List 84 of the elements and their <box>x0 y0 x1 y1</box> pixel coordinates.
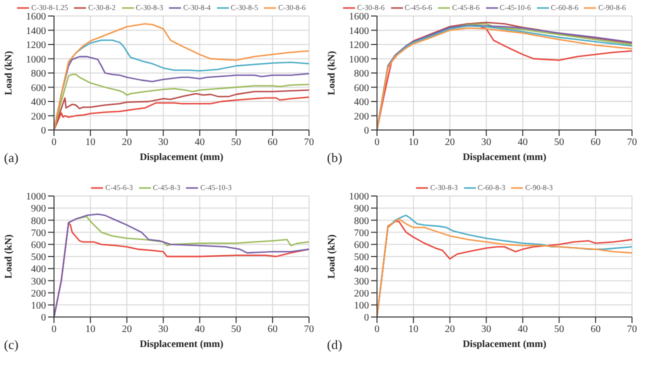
y-tick-label: 200 <box>354 288 369 300</box>
x-tick-label: 50 <box>554 137 564 148</box>
y-tick-label: 600 <box>31 82 46 94</box>
y-tick-label: 0 <box>41 126 46 137</box>
x-tick-label: 10 <box>85 137 96 148</box>
y-tick-label: 1000 <box>26 192 46 203</box>
y-tick-label: 300 <box>354 276 369 288</box>
y-tick-label: 900 <box>31 204 46 215</box>
y-tick-label: 1000 <box>349 54 369 66</box>
x-tick-label: 60 <box>268 137 278 148</box>
x-tick-label: 40 <box>518 324 528 336</box>
x-tick-label: 0 <box>374 324 380 336</box>
x-tick-label: 0 <box>52 137 56 148</box>
y-tick-label: 800 <box>354 216 369 227</box>
x-tick-label: 70 <box>627 137 637 148</box>
x-tick-label: 20 <box>444 324 455 336</box>
text: (b) <box>327 150 342 166</box>
y-tick-label: 700 <box>354 228 369 239</box>
x-tick-label: 10 <box>85 324 96 336</box>
x-axis-title: Displacement (mm) <box>140 339 224 350</box>
y-tick-label: 0 <box>364 312 369 324</box>
x-tick-label: 70 <box>304 324 314 336</box>
y-axis-title: Load (kN) <box>4 50 15 96</box>
y-tick-label: 1200 <box>26 40 46 52</box>
y-tick-label: 600 <box>31 240 46 251</box>
x-tick-label: 0 <box>374 137 380 148</box>
x-tick-label: 40 <box>518 137 528 148</box>
text: (a) <box>4 150 18 166</box>
y-tick-label: 400 <box>354 97 369 108</box>
y-tick-label: 100 <box>31 300 46 312</box>
x-tick-label: 40 <box>194 324 205 336</box>
x-tick-label: 60 <box>268 324 278 336</box>
x-tick-label: 10 <box>408 324 418 336</box>
y-axis-title: Load (kN) <box>326 234 338 279</box>
x-tick-label: 20 <box>444 137 455 148</box>
y-tick-label: 800 <box>31 68 46 80</box>
y-tick-label: 200 <box>354 111 369 122</box>
text: (d) <box>327 337 342 353</box>
x-tick-label: 30 <box>481 324 492 336</box>
x-tick-label: 60 <box>590 137 601 148</box>
y-tick-label: 200 <box>31 111 46 122</box>
x-tick-label: 70 <box>627 324 637 336</box>
y-tick-label: 600 <box>354 240 369 251</box>
y-tick-label: 800 <box>354 68 369 80</box>
x-tick-label: 20 <box>122 324 132 336</box>
y-tick-label: 1600 <box>26 12 46 23</box>
y-tick-label: 600 <box>354 82 369 94</box>
x-axis-title: Displacement (mm) <box>462 339 546 350</box>
y-tick-label: 100 <box>354 300 369 312</box>
x-tick-label: 30 <box>158 324 168 336</box>
x-tick-label: 60 <box>590 324 601 336</box>
y-tick-label: 700 <box>31 228 46 239</box>
y-tick-label: 400 <box>31 264 46 276</box>
y-tick-label: 1400 <box>349 26 369 37</box>
y-tick-label: 1400 <box>26 26 46 37</box>
y-tick-label: 0 <box>41 312 46 324</box>
x-tick-label: 10 <box>408 137 418 148</box>
y-tick-label: 300 <box>31 276 46 288</box>
x-tick-label: 50 <box>554 324 564 336</box>
x-tick-label: 70 <box>304 137 314 148</box>
y-axis-title: Load (kN) <box>4 234 15 279</box>
x-axis-title: Displacement (mm) <box>462 152 546 163</box>
x-tick-label: 30 <box>158 137 168 148</box>
x-tick-label: 0 <box>52 324 56 336</box>
y-tick-label: 500 <box>354 252 369 264</box>
x-axis-title: Displacement (mm) <box>140 152 224 163</box>
y-tick-label: 900 <box>354 204 369 215</box>
x-tick-label: 50 <box>231 137 242 148</box>
y-tick-label: 400 <box>354 264 369 276</box>
y-tick-label: 0 <box>364 126 369 137</box>
y-tick-label: 500 <box>31 252 46 264</box>
text: (c) <box>4 337 18 353</box>
y-tick-label: 200 <box>31 288 46 300</box>
y-tick-label: 400 <box>31 97 46 108</box>
y-tick-label: 1000 <box>349 192 369 203</box>
x-tick-label: 50 <box>231 324 242 336</box>
y-tick-label: 1600 <box>349 12 369 23</box>
y-tick-label: 800 <box>31 216 46 227</box>
x-tick-label: 40 <box>194 137 205 148</box>
y-axis-title: Load (kN) <box>326 50 338 96</box>
x-tick-label: 20 <box>122 137 132 148</box>
y-tick-label: 1000 <box>26 54 46 66</box>
y-tick-label: 1200 <box>349 40 369 52</box>
x-tick-label: 30 <box>481 137 492 148</box>
